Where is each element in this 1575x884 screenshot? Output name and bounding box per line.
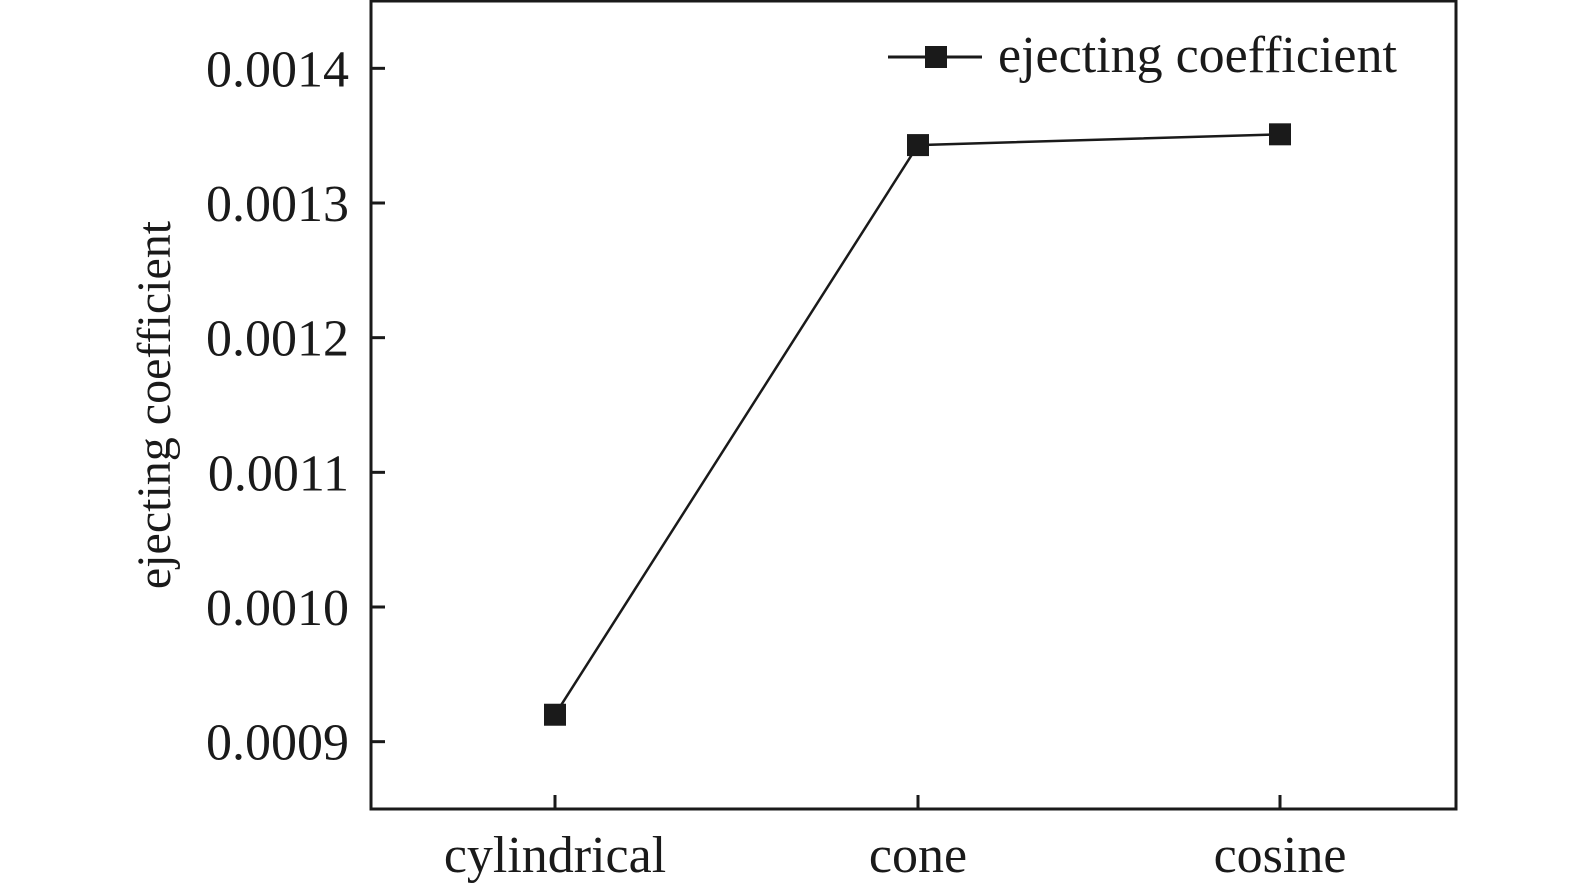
y-tick-label: 0.0009 [206,715,349,772]
y-tick-label: 0.0013 [206,176,349,233]
data-point-marker [1269,123,1291,146]
series-group [544,123,1291,726]
y-tick-label: 0.0010 [206,580,349,637]
legend-label: ejecting coefficient [998,27,1397,84]
x-tick-label: cosine [1214,827,1347,884]
legend-marker [925,46,947,68]
x-axis-ticks: cylindrical cone cosine [444,795,1347,884]
plot-frame [369,0,1458,811]
y-axis-label: ejecting coefficient [128,220,181,589]
data-point-marker [544,703,566,726]
series-line [553,133,1281,716]
data-point-marker [907,134,929,157]
x-tick-label: cone [869,827,967,884]
y-tick-label: 0.0014 [206,41,349,98]
x-tick-label: cylindrical [444,827,666,884]
y-tick-label: 0.0012 [206,311,349,368]
y-tick-label: 0.0011 [208,445,349,502]
legend: ejecting coefficient [888,27,1397,84]
y-axis-ticks: 0.0009 0.0010 0.0011 0.0012 0.0013 0.0014 [206,41,385,772]
